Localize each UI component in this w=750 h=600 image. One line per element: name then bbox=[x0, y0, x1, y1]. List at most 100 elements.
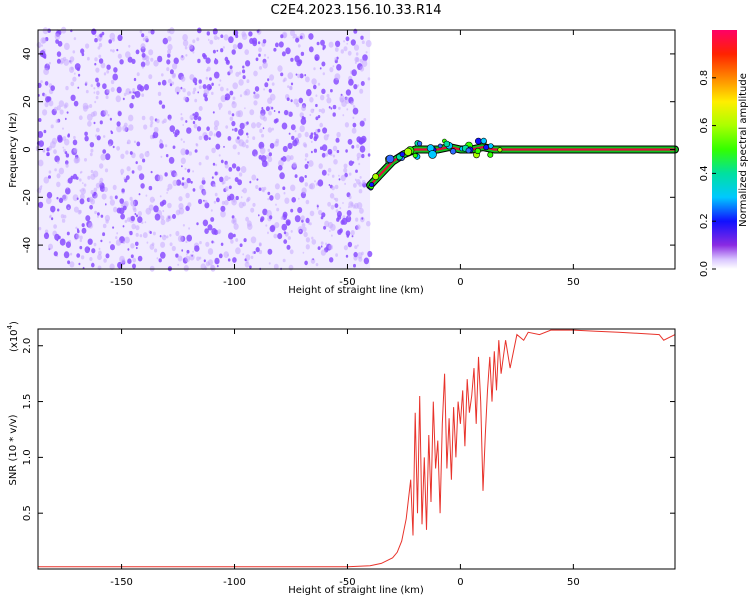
noise-speck bbox=[265, 106, 270, 112]
noise-speck bbox=[98, 58, 104, 64]
noise-speck bbox=[148, 185, 153, 191]
noise-speck bbox=[111, 37, 115, 42]
noise-speck bbox=[116, 146, 120, 151]
noise-speck bbox=[90, 84, 94, 88]
noise-speck bbox=[210, 265, 216, 272]
noise-speck bbox=[302, 251, 305, 254]
colorbar-tick-label: 0.0 bbox=[699, 261, 710, 277]
noise-speck bbox=[218, 83, 221, 87]
noise-speck bbox=[264, 82, 269, 88]
noise-speck bbox=[100, 214, 104, 218]
noise-speck bbox=[304, 74, 307, 77]
spectrogram-y-ticks: -40 -20 0 20 40 bbox=[22, 48, 675, 253]
noise-speck bbox=[57, 136, 63, 143]
noise-speck bbox=[356, 152, 362, 159]
noise-speck bbox=[208, 130, 213, 137]
noise-speck bbox=[297, 133, 302, 138]
noise-speck bbox=[245, 60, 251, 67]
noise-speck bbox=[204, 202, 210, 209]
noise-speck bbox=[167, 114, 172, 120]
noise-speck bbox=[99, 120, 103, 125]
noise-speck bbox=[273, 233, 278, 239]
noise-speck bbox=[253, 94, 257, 99]
noise-speck bbox=[274, 192, 281, 200]
noise-speck bbox=[175, 253, 179, 258]
noise-speck bbox=[100, 239, 103, 243]
noise-speck bbox=[209, 39, 214, 45]
noise-speck bbox=[55, 119, 59, 124]
y-tick-label: 2.0 bbox=[22, 338, 33, 354]
noise-speck bbox=[351, 69, 357, 77]
noise-speck bbox=[346, 42, 349, 45]
noise-speck bbox=[367, 153, 371, 157]
noise-speck bbox=[93, 193, 96, 197]
noise-speck bbox=[262, 61, 268, 69]
noise-speck bbox=[258, 141, 265, 149]
noise-speck bbox=[172, 214, 176, 219]
noise-speck bbox=[319, 67, 322, 70]
noise-speck bbox=[304, 153, 309, 158]
noise-speck bbox=[79, 189, 82, 192]
noise-speck bbox=[340, 49, 344, 54]
noise-speck bbox=[124, 236, 130, 244]
noise-speck bbox=[153, 199, 155, 201]
noise-speck bbox=[300, 215, 305, 221]
noise-speck bbox=[301, 187, 307, 194]
noise-speck bbox=[185, 240, 188, 244]
noise-speck bbox=[331, 186, 335, 191]
noise-speck bbox=[206, 31, 210, 36]
signal-blob bbox=[480, 137, 487, 144]
noise-speck bbox=[345, 89, 351, 96]
noise-speck bbox=[73, 100, 79, 107]
noise-speck bbox=[361, 153, 365, 159]
noise-speck bbox=[160, 219, 166, 226]
noise-speck bbox=[215, 131, 222, 138]
noise-speck bbox=[48, 61, 52, 65]
noise-speck bbox=[320, 108, 326, 114]
noise-speck bbox=[116, 121, 121, 127]
noise-speck bbox=[304, 131, 309, 138]
noise-speck bbox=[280, 157, 284, 161]
noise-speck bbox=[268, 110, 272, 116]
noise-speck bbox=[72, 139, 78, 146]
noise-speck bbox=[315, 116, 319, 121]
noise-speck bbox=[194, 98, 198, 103]
noise-speck bbox=[321, 144, 328, 152]
noise-speck bbox=[141, 115, 146, 121]
noise-speck bbox=[125, 88, 131, 95]
noise-speck bbox=[232, 101, 235, 105]
noise-speck bbox=[211, 228, 217, 235]
noise-speck bbox=[89, 152, 93, 157]
noise-speck bbox=[98, 250, 102, 256]
noise-speck bbox=[232, 128, 234, 131]
noise-speck bbox=[277, 65, 283, 72]
noise-speck bbox=[191, 254, 193, 257]
noise-speck bbox=[218, 253, 223, 259]
noise-speck bbox=[347, 138, 353, 145]
noise-speck bbox=[207, 224, 213, 231]
noise-speck bbox=[338, 174, 340, 177]
noise-speck bbox=[149, 196, 155, 203]
noise-speck bbox=[281, 51, 286, 57]
noise-speck bbox=[43, 176, 50, 184]
noise-speck bbox=[239, 122, 245, 130]
noise-speck bbox=[290, 99, 293, 103]
noise-speck bbox=[77, 229, 80, 234]
noise-speck bbox=[308, 160, 314, 167]
noise-speck bbox=[150, 120, 154, 125]
noise-speck bbox=[84, 246, 91, 254]
noise-speck bbox=[350, 230, 355, 236]
noise-speck bbox=[141, 93, 145, 97]
x-tick-label: -150 bbox=[110, 577, 133, 588]
noise-speck bbox=[344, 122, 349, 128]
noise-speck bbox=[277, 233, 283, 240]
noise-speck bbox=[205, 57, 211, 64]
noise-speck bbox=[305, 199, 310, 205]
noise-speck bbox=[350, 101, 354, 106]
noise-speck bbox=[134, 90, 141, 98]
noise-speck bbox=[130, 215, 135, 222]
noise-speck bbox=[263, 88, 265, 91]
noise-speck bbox=[184, 46, 188, 50]
noise-speck bbox=[286, 244, 291, 250]
noise-speck bbox=[203, 199, 205, 202]
